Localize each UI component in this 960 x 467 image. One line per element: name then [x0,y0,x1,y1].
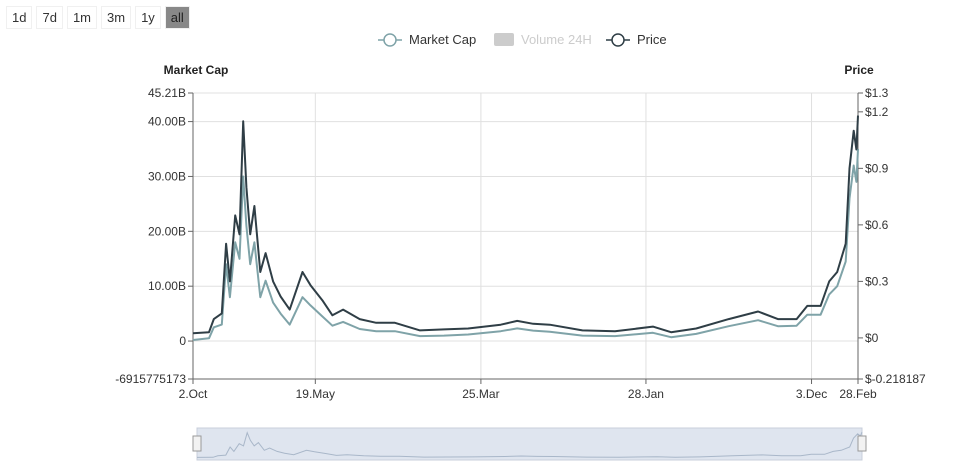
legend-item-price[interactable]: Price [637,32,667,47]
range-button-3m[interactable]: 3m [101,6,132,29]
legend-marker [611,33,625,47]
legend-item-volume-24h[interactable]: Volume 24H [521,32,592,47]
x-tick-label: 3.Dec [796,387,827,401]
left-tick-label: -6915775173 [115,372,186,386]
legend-item-market-cap[interactable]: Market Cap [409,32,476,47]
x-tick-label: 28.Jan [628,387,664,401]
right-tick-label: $0.6 [865,218,889,232]
left-tick-label: 45.21B [148,86,186,100]
range-button-1m[interactable]: 1m [66,6,97,29]
legend-marker [383,33,397,47]
x-tick-label: 2.Oct [179,387,208,401]
navigator-series [196,431,863,458]
right-tick-label: $0.9 [865,161,889,175]
x-tick-label: 28.Feb [839,387,877,401]
range-button-all[interactable]: all [164,6,190,29]
left-axis-title: Market Cap [164,63,229,77]
navigator-handle[interactable] [192,435,202,452]
right-axis-title: Price [844,63,874,77]
right-tick-label: $0 [865,331,879,345]
right-tick-label: $1.2 [865,105,889,119]
range-button-1y[interactable]: 1y [135,6,161,29]
series-line-price [192,115,859,335]
left-tick-label: 30.00B [148,169,186,183]
left-tick-label: 0 [179,334,186,348]
legend-symbol [494,33,514,46]
left-tick-label: 10.00B [148,279,186,293]
right-tick-label: $-0.218187 [865,372,926,386]
right-tick-label: $0.3 [865,274,889,288]
x-tick-label: 25.Mar [462,387,499,401]
left-tick-label: 20.00B [148,224,186,238]
x-tick-label: 19.May [296,387,335,401]
range-selector: 1d 7d 1m 3m 1y all [6,6,190,29]
right-tick-label: $1.3 [865,86,889,100]
navigator-handle[interactable] [857,435,867,452]
left-tick-label: 40.00B [148,115,186,129]
range-button-7d[interactable]: 7d [36,6,63,29]
range-button-1d[interactable]: 1d [6,6,33,29]
series-line-market-cap [192,148,859,341]
